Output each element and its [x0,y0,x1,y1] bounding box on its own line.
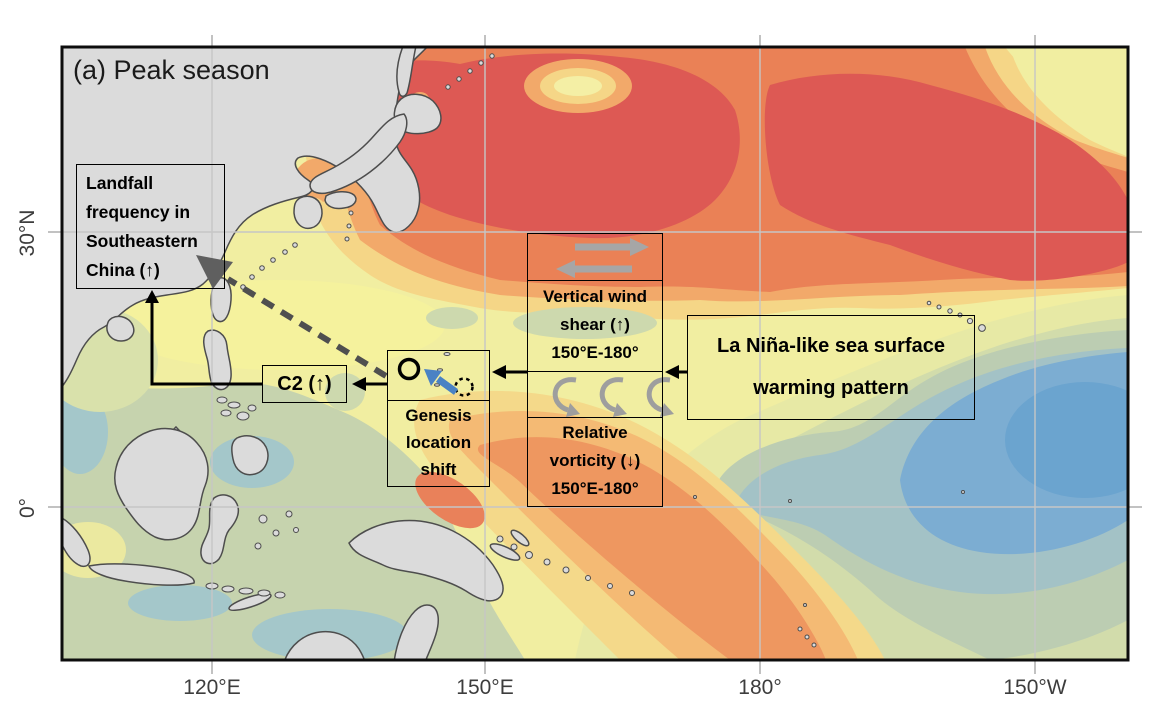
land-australia-arnhem [284,630,366,660]
landfall-frequency-box: Landfall frequency in Southeastern China… [76,164,225,289]
x-tick-label-180: 180° [738,676,782,699]
land-hainan [106,315,135,342]
genesis-line: Genesis [405,406,472,425]
genesis-line: shift [420,460,457,479]
shear-line: shear (↑) [560,315,630,334]
land-new-guinea [348,519,504,602]
land-sulawesi [200,494,240,565]
x-tick-label-150e: 150°E [456,676,514,699]
sst-bright-yellow-patch [115,280,445,370]
c2-label: C2 (↑) [277,372,332,395]
sst-spot-cream [554,76,602,96]
vertical-wind-shear-box: Vertical wind shear (↑) 150°E-180° [527,233,663,372]
x-tick-label-120e: 120°E [183,676,241,699]
lanina-line: La Niña-like sea surface [717,335,945,357]
northwest-shift-arrow-icon [435,376,459,395]
anticyclonic-curl-icon [552,377,577,413]
arrow-c2-to-landfall [150,302,262,386]
land-java [88,563,195,586]
land-timor [228,592,272,612]
landfall-line: frequency in [86,202,191,222]
lanina-line: warming pattern [753,377,909,399]
land-sakhalin [396,47,417,97]
graticule [62,47,1128,660]
land-new-ireland [510,529,530,547]
genesis-icon-area [388,351,489,401]
sst-deep-blue-core [1005,382,1128,498]
land-small-islands [205,53,986,648]
landfall-line: China (↑) [86,260,160,280]
typhoon-track-dashed-line [226,276,388,379]
shear-line: 150°E-180° [551,343,639,362]
genesis-location-shift-box: Genesis location shift [387,350,490,487]
y-tick-label-0: 0° [16,497,39,519]
wind-shear-icons [556,238,649,278]
map-frame [60,45,1130,662]
vorticity-curl-icons [552,377,674,417]
vorticity-icon-area [528,372,662,418]
landfall-track-arrowhead-icon [196,255,233,289]
typhoon-track-shift [196,255,388,379]
genesis-shift-icons [397,357,474,397]
genesis-line: location [405,433,472,452]
flow-arrows [145,290,687,391]
y-tick-label-30n: 30°N [16,209,39,257]
land-luzon [203,329,232,391]
anticyclonic-curl-icon [599,377,624,413]
vorticity-line: vorticity (↓) [549,451,641,470]
genesis-new-location-icon [397,357,421,381]
sst-green-blob-3 [513,307,657,339]
panel-title: (a) Peak season [73,55,270,85]
landfall-line: Southeastern [86,231,198,251]
sst-anomaly-field [62,47,1128,660]
land-mindanao [231,435,269,476]
land-new-britain [489,543,521,561]
sst-green-blob-2 [426,307,478,329]
sst-red-core-west [354,53,740,239]
c2-cluster-box: C2 (↑) [262,365,347,403]
land-australia-cape-york [393,604,440,660]
sst-red-core-east [764,73,1128,281]
anticyclonic-curl-icon [646,377,671,413]
land-honshu [309,113,408,195]
land-sumatra [62,517,91,568]
axis-ticks [48,35,1142,674]
landmasses [62,47,986,660]
landfall-line: Landfall [86,173,154,193]
sst-blue-spot-java [128,585,232,621]
sst-corner-pale-yellow [1005,47,1128,128]
wind-shear-icon-area [528,234,662,281]
sst-diagonal-red-spot [415,471,485,529]
land-shikoku [324,191,357,210]
genesis-old-location-icon [454,377,474,397]
vorticity-line: Relative [562,423,628,442]
x-tick-label-150w: 150°W [1003,676,1067,699]
sst-diagonal-orange [477,437,826,660]
land-kyushu [293,195,323,230]
relative-vorticity-box: Relative vorticity (↓) 150°E-180° [527,371,663,507]
lanina-warming-pattern-box: La Niña-like sea surface warming pattern [687,315,975,420]
vorticity-line: 150°E-180° [551,479,639,498]
shear-line: Vertical wind [543,287,647,306]
